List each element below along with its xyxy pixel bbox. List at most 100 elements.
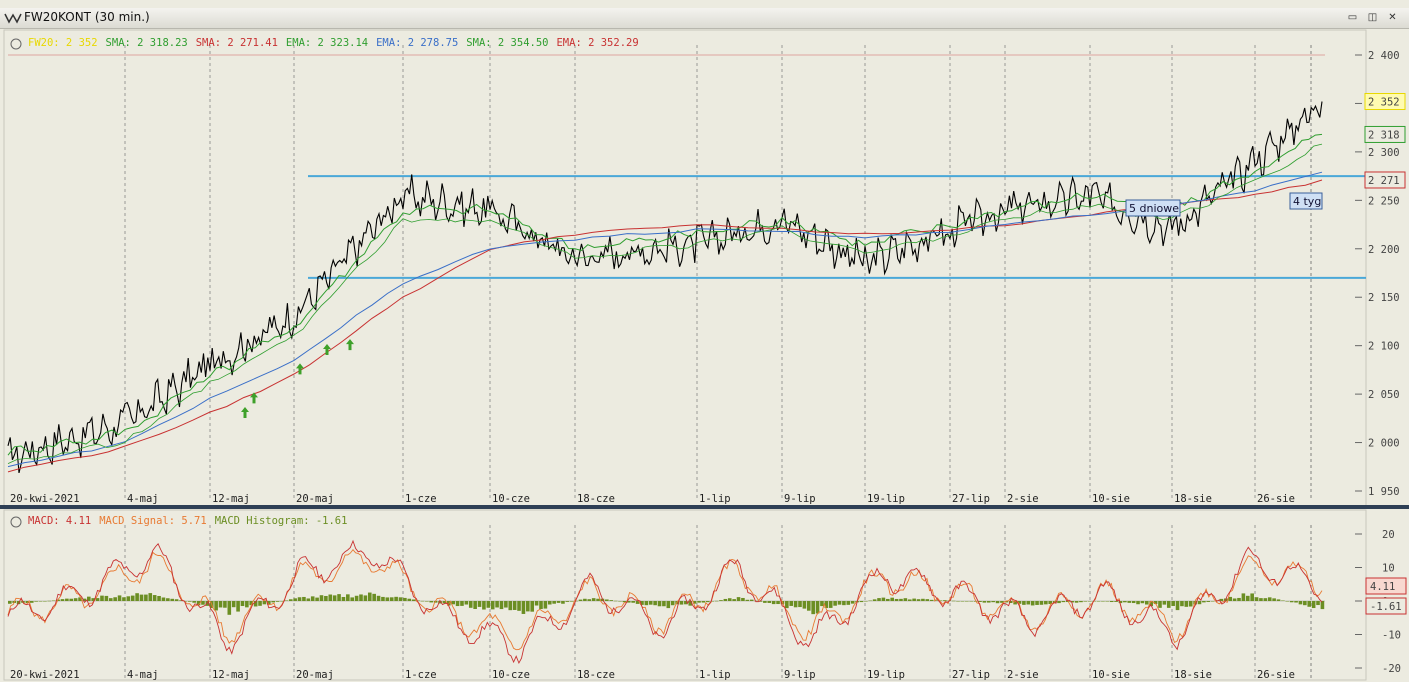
macd-histogram-bar-163 [723, 598, 728, 601]
buy-arrow-icon-2 [296, 363, 304, 375]
macd-histogram-bar-71 [319, 595, 324, 601]
price-axis-label-box-1 [1364, 125, 1406, 143]
macd-histogram-bar-221 [978, 601, 982, 602]
macd-histogram-bar-218 [965, 601, 969, 602]
macd-histogram-bar-144 [640, 601, 644, 605]
macd-histogram-bar-274 [1210, 601, 1215, 602]
macd-histogram-bar-59 [267, 601, 271, 605]
macd-histogram-bar-154 [684, 601, 688, 605]
macd-histogram-bar-114 [508, 601, 513, 611]
price-tick-9: 1 950 [1368, 486, 1400, 498]
macd-histogram-bar-7 [38, 601, 43, 602]
macd-histogram-bar-49 [223, 601, 227, 608]
macd-histogram-bar-84 [376, 595, 381, 601]
macd-histogram-bar-190 [842, 601, 846, 606]
macd-histogram-bar-52 [236, 601, 240, 612]
price-x-label-2: 12-maj [212, 493, 250, 505]
macd-histogram-bar-173 [767, 601, 772, 603]
macd-histogram-bar-157 [697, 601, 701, 603]
macd-histogram-bar-150 [666, 601, 671, 609]
macd-histogram-bar-278 [1228, 596, 1233, 601]
macd-histogram-bar-111 [495, 601, 499, 608]
series-line-ma2 [7, 143, 1323, 464]
price-panel [3, 29, 1367, 507]
price-legend: FW20: 2 352 SMA: 2 318.23 SMA: 2 271.41 EMA… [28, 37, 647, 49]
macd-histogram-bar-96 [429, 601, 434, 603]
macd-histogram-bar-36 [166, 598, 170, 601]
minimize-button[interactable]: ▭ [1347, 12, 1358, 23]
series-line-3 [7, 171, 1323, 468]
price-axis-label-2: 2 271 [1368, 175, 1400, 187]
macd-histogram-bar-131 [583, 598, 587, 601]
macd-histogram-bar-68 [306, 598, 311, 601]
series-line-0 [7, 101, 1323, 474]
macd-histogram-bar-95 [425, 601, 429, 602]
window-titlebar[interactable]: FW20KONT (30 min.) ▭ ◫ ✕ [0, 8, 1409, 29]
macd-histogram-bar-184 [815, 601, 820, 614]
macd-histogram-bar-18 [87, 596, 91, 601]
macd-histogram-bar-27 [126, 596, 131, 601]
macd-x-label-13: 18-sie [1174, 669, 1212, 681]
macd-histogram-bar-57 [258, 601, 262, 606]
macd-histogram-bar-215 [951, 600, 956, 602]
macd-histogram-bar-192 [850, 601, 855, 604]
macd-histogram-bar-210 [929, 599, 934, 601]
macd-histogram-bar-217 [960, 601, 965, 602]
macd-histogram-bar-103 [460, 601, 464, 606]
macd-histogram-bar-70 [315, 597, 319, 601]
macd-histogram-bar-66 [297, 597, 302, 601]
macd-histogram-bar-187 [828, 601, 833, 608]
macd-x-label-9: 19-lip [867, 669, 905, 681]
macd-histogram-bar-132 [587, 599, 592, 601]
macd-histogram-bar-230 [1017, 601, 1022, 604]
macd-histogram-bar-196 [868, 600, 873, 602]
macd-histogram-bar-200 [886, 598, 890, 601]
macd-histogram-bar-143 [635, 601, 640, 604]
macd-histogram-bar-63 [284, 600, 289, 601]
macd-histogram-bar-294 [1298, 601, 1303, 605]
macd-histogram-bar-92 [411, 599, 416, 601]
macd-histogram-bar-208 [921, 598, 925, 601]
macd-histogram-bar-129 [574, 600, 578, 602]
macd-histogram-bar-225 [995, 601, 1000, 604]
macd-histogram-bar-291 [1285, 601, 1290, 602]
macd-histogram-bar-172 [763, 601, 767, 603]
close-button[interactable]: ✕ [1388, 12, 1397, 23]
macd-histogram-bar-64 [288, 599, 293, 601]
macd-x-label-11: 2-sie [1007, 669, 1039, 681]
price-axis-label-0: 2 352 [1368, 97, 1400, 109]
macd-x-label-3: 20-maj [296, 669, 334, 681]
restore-button[interactable]: ◫ [1367, 12, 1378, 23]
macd-histogram-bar-60 [271, 601, 275, 603]
macd-histogram-bar-28 [130, 595, 135, 601]
macd-histogram-bar-285 [1259, 598, 1263, 601]
macd-histogram-bar-138 [613, 600, 618, 602]
macd-histogram-bar-161 [714, 600, 719, 602]
macd-histogram-bar-258 [1140, 601, 1145, 604]
macd-histogram-bar-4 [25, 601, 30, 603]
macd-histogram-bar-42 [192, 601, 196, 603]
macd-histogram-bar-116 [517, 601, 521, 611]
macd-histogram-bar-164 [727, 598, 732, 601]
macd-histogram-bar-251 [1109, 601, 1114, 603]
macd-histogram-bar-194 [859, 601, 864, 603]
macd-legend-item-1: MACD Signal: 5.71 [99, 515, 207, 527]
macd-histogram-bar-72 [324, 595, 328, 601]
buy-arrow-icon-4 [346, 339, 354, 351]
macd-histogram-bar-113 [504, 601, 508, 608]
macd-histogram-bar-284 [1254, 597, 1259, 601]
macd-histogram-bar-147 [653, 601, 657, 606]
macd-histogram-bar-140 [622, 601, 627, 603]
macd-histogram-bar-271 [1197, 601, 1202, 605]
macd-legend: MACD: 4.11 MACD Signal: 5.71 MACD Histogra… [28, 515, 355, 527]
price-x-label-10: 27-lip [952, 493, 990, 505]
macd-tick-0: 20 [1382, 529, 1395, 541]
macd-histogram-bar-269 [1188, 601, 1193, 607]
macd-histogram-bar-9 [47, 600, 52, 602]
macd-histogram-bar-58 [262, 601, 267, 605]
macd-histogram-bar-73 [328, 594, 333, 601]
macd-histogram-bar-136 [605, 599, 609, 601]
macd-histogram-bar-211 [934, 600, 938, 601]
